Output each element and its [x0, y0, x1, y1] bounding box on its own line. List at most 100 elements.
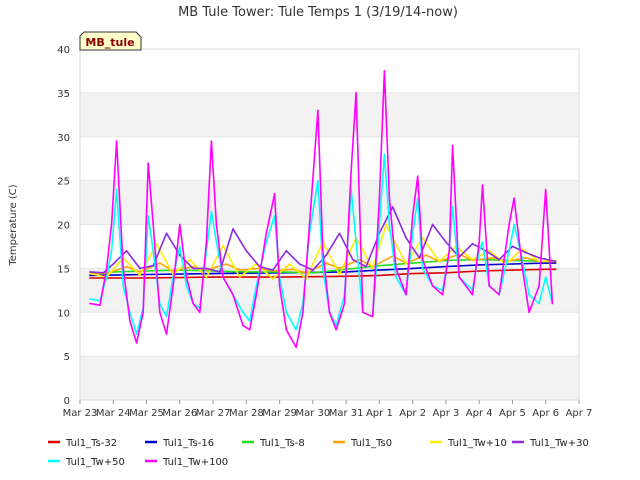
data-point [335, 324, 337, 327]
data-point [451, 206, 454, 208]
x-tick-label: Mar 31 [329, 408, 364, 419]
y-tick-label: 30 [57, 133, 70, 144]
data-point [378, 197, 381, 199]
data-point [122, 285, 125, 287]
data-point [378, 269, 381, 271]
y-tick-label: 35 [57, 89, 70, 100]
data-point [265, 232, 268, 235]
data-point [538, 257, 540, 259]
x-tick-label: Apr 2 [399, 408, 426, 419]
data-point [165, 232, 168, 235]
data-point [538, 285, 540, 287]
data-point [218, 271, 221, 273]
data-point [212, 272, 214, 275]
data-point [471, 293, 474, 296]
data-point [232, 228, 234, 230]
data-point [488, 250, 490, 252]
data-point [405, 236, 407, 239]
data-point [142, 311, 145, 314]
data-point [99, 304, 101, 307]
data-point [135, 342, 138, 344]
data-point [205, 241, 208, 243]
data-point [139, 271, 141, 273]
data-point [554, 260, 557, 263]
data-point [551, 302, 554, 305]
legend-item: Tul1_Ts0 [333, 438, 392, 449]
data-point [212, 276, 214, 278]
grid-band [80, 136, 579, 181]
data-point [185, 285, 188, 287]
data-point [325, 262, 327, 264]
data-point [528, 293, 530, 296]
data-point [411, 232, 414, 235]
data-point [361, 311, 364, 314]
grid-band [80, 312, 579, 357]
data-point [538, 302, 540, 305]
data-point [205, 276, 208, 278]
data-point [285, 250, 288, 252]
y-tick-label: 10 [57, 308, 70, 319]
data-point [491, 257, 494, 259]
data-point [152, 250, 154, 252]
data-point [278, 285, 281, 287]
data-point [411, 262, 414, 264]
data-point [179, 245, 181, 248]
data-point [285, 311, 288, 314]
data-point [110, 250, 113, 252]
data-point [481, 241, 484, 243]
data-point [378, 223, 381, 226]
data-point [421, 258, 424, 261]
data-point [255, 293, 258, 296]
legend-item: Tul1_Tw+50 [48, 457, 125, 468]
data-point [425, 254, 427, 257]
site-badge: MB_tule [79, 31, 142, 51]
x-tick-label: Apr 1 [366, 408, 393, 419]
x-tick-label: Mar 30 [295, 408, 330, 419]
data-point [225, 263, 228, 265]
legend-item: Tul1_Tw+100 [145, 457, 228, 468]
data-point [405, 263, 407, 265]
data-point [395, 267, 397, 270]
data-point [445, 241, 447, 243]
data-point [112, 263, 115, 265]
data-point [498, 293, 500, 296]
data-point [554, 268, 557, 271]
data-point [89, 298, 91, 300]
data-point [358, 258, 361, 261]
data-point [405, 293, 407, 296]
data-point [210, 210, 213, 213]
y-tick-label: 0 [64, 396, 70, 407]
y-tick-label: 20 [57, 221, 70, 232]
data-point [511, 263, 514, 265]
legend-label: Tul1_Tw+10 [447, 438, 507, 449]
data-point [481, 184, 484, 186]
data-point [292, 268, 294, 271]
data-point [298, 263, 301, 265]
legend-label: Tul1_Tw+50 [65, 457, 125, 468]
data-point [322, 250, 324, 252]
data-point [451, 144, 454, 147]
data-point [511, 245, 514, 248]
data-point [544, 276, 547, 278]
legend-label: Tul1_Ts-16 [162, 438, 214, 449]
data-point [255, 285, 258, 287]
data-point [350, 171, 352, 173]
data-point [242, 324, 244, 327]
data-point [343, 302, 346, 305]
data-point [205, 267, 208, 270]
data-point [521, 248, 524, 250]
data-point [232, 293, 234, 296]
data-point [147, 162, 149, 164]
plot-border [79, 48, 580, 401]
x-tick-label: Apr 4 [466, 408, 493, 419]
data-point [145, 270, 148, 272]
data-point [478, 264, 481, 266]
data-point [198, 311, 201, 314]
y-tick-label: 40 [57, 45, 70, 56]
data-point [272, 278, 274, 280]
y-axis-label: Temperature (C) [8, 184, 19, 266]
x-tick-label: Mar 24 [96, 408, 131, 419]
data-point [89, 302, 91, 305]
data-point [285, 329, 288, 331]
data-point [338, 267, 341, 270]
